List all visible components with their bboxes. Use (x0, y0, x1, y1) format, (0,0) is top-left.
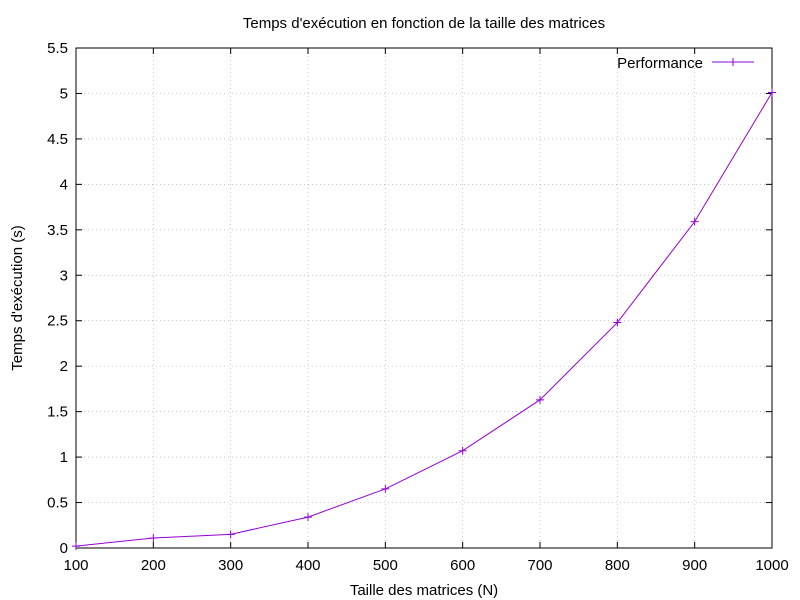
y-tick-label: 5.5 (47, 40, 68, 57)
data-point-marker (458, 446, 467, 455)
y-tick-label: 1 (60, 449, 68, 466)
x-tick-label: 900 (682, 557, 707, 574)
series-line (75, 92, 773, 547)
x-tick-label: 100 (63, 557, 88, 574)
chart-title: Temps d'exécution en fonction de la tail… (243, 15, 605, 32)
y-tick-label: 3.5 (47, 222, 68, 239)
data-point-marker (690, 217, 699, 226)
data-point-marker (536, 395, 544, 404)
data-point-marker (226, 530, 235, 539)
x-tick-label: 600 (450, 557, 475, 574)
y-tick-label: 2 (60, 358, 68, 375)
axis-ticks: 100 200 300 400 500 600 700 800 900 1000 0 0.5 1 1.5 2… (47, 40, 789, 574)
y-axis-label: Temps d'exécution (s) (9, 225, 26, 370)
x-tick-label: 500 (373, 557, 398, 574)
data-point-marker (613, 318, 622, 327)
plot-frame (75, 47, 773, 549)
x-tick-label: 1000 (755, 557, 788, 574)
series-group (72, 88, 776, 551)
y-tick-label: 4 (60, 176, 68, 193)
y-tick-label: 1.5 (47, 404, 68, 421)
y-tick-label: 4.5 (47, 131, 68, 148)
data-point-marker (768, 88, 776, 97)
data-point-marker (304, 513, 312, 522)
y-tick-label: 5 (60, 85, 68, 102)
y-tick-label: 2.5 (47, 313, 68, 330)
x-axis-label: Taille des matrices (N) (350, 582, 498, 599)
data-point-marker (381, 484, 390, 493)
data-point-marker (72, 542, 80, 551)
y-tick-label: 3 (60, 267, 68, 284)
x-tick-label: 800 (605, 557, 630, 574)
x-tick-label: 200 (141, 557, 166, 574)
legend-label: Performance (617, 55, 703, 72)
y-tick-label: 0.5 (47, 495, 68, 512)
grid-lines (75, 47, 773, 549)
y-tick-label: 0 (60, 540, 68, 557)
x-tick-label: 700 (527, 557, 552, 574)
legend: Performance (617, 55, 754, 72)
legend-marker (729, 58, 737, 66)
data-point-marker (149, 534, 158, 542)
x-tick-label: 400 (295, 557, 320, 574)
x-tick-label: 300 (218, 557, 243, 574)
